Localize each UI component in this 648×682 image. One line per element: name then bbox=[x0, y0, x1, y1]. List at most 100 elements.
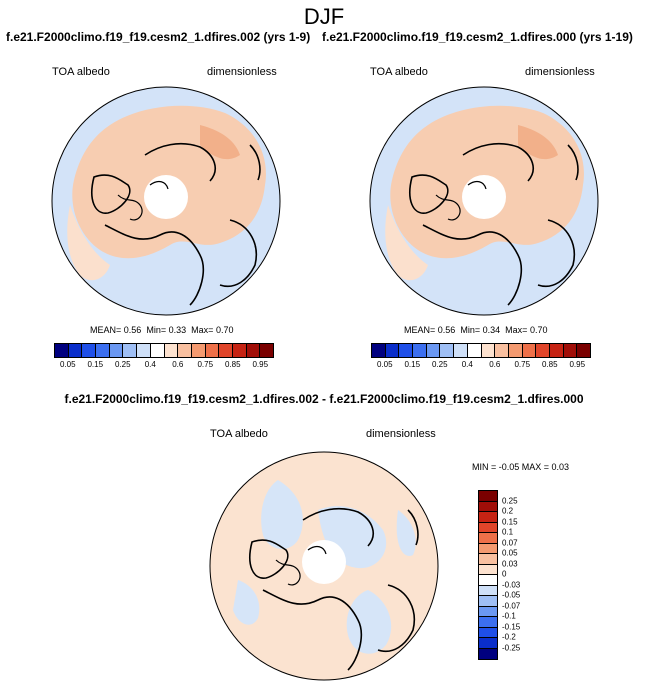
diff-colorbar-ticks: 0.25 0.2 0.15 0.1 0.07 0.05 0.03 0 -0.03 -0.05 -0.… bbox=[502, 490, 542, 660]
colorbar-swatch bbox=[123, 344, 138, 357]
diff-units-label: dimensionless bbox=[366, 428, 436, 440]
colorbar-tick-label: -0.1 bbox=[502, 611, 516, 621]
colorbar-tick-label: 0.05 bbox=[376, 360, 393, 369]
colorbar-swatch bbox=[479, 585, 497, 596]
colorbar-swatch bbox=[479, 554, 497, 565]
colorbar-tick-label: 0.6 bbox=[172, 360, 184, 369]
colorbar-tick-label: 0.95 bbox=[252, 360, 269, 369]
colorbar-tick-label: 0.85 bbox=[224, 360, 241, 369]
colorbar-tick-label: 0.4 bbox=[144, 360, 156, 369]
colorbar-swatch bbox=[479, 596, 497, 607]
left-stats: MEAN= 0.56 Min= 0.33 Max= 0.70 bbox=[90, 325, 234, 335]
colorbar-swatch bbox=[479, 491, 497, 502]
diff-stats: MIN = -0.05 MAX = 0.03 bbox=[472, 462, 570, 472]
colorbar-swatch bbox=[440, 344, 455, 357]
colorbar-tick-label: 0.75 bbox=[514, 360, 531, 369]
colorbar-tick-label: -0.03 bbox=[502, 580, 521, 589]
right-stats: MEAN= 0.56 Min= 0.34 Max= 0.70 bbox=[404, 325, 548, 335]
colorbar-swatch bbox=[495, 344, 509, 357]
colorbar-tick-label: -0.2 bbox=[502, 632, 516, 642]
colorbar-swatch bbox=[191, 344, 206, 357]
colorbar-tick-label: 0.6 bbox=[489, 360, 501, 369]
colorbar-swatch bbox=[479, 648, 497, 659]
right-colorbar bbox=[371, 343, 591, 358]
diff-variable-label: TOA albedo bbox=[210, 428, 268, 440]
colorbar-swatch bbox=[454, 344, 468, 357]
colorbar-swatch bbox=[508, 344, 523, 357]
colorbar-swatch bbox=[246, 344, 261, 357]
colorbar-tick-label: 0.4 bbox=[461, 360, 473, 369]
colorbar-swatch bbox=[385, 344, 400, 357]
colorbar-swatch bbox=[479, 533, 497, 544]
colorbar-swatch bbox=[479, 638, 497, 649]
left-units-label: dimensionless bbox=[207, 66, 277, 78]
colorbar-swatch bbox=[96, 344, 110, 357]
left-colorbar-ticks: 0.05 0.15 0.25 0.4 0.6 0.75 0.85 0.95 bbox=[54, 360, 272, 372]
colorbar-swatch bbox=[137, 344, 151, 357]
colorbar-tick-label: 0.25 bbox=[431, 360, 448, 369]
colorbar-tick-label: 0.85 bbox=[541, 360, 558, 369]
colorbar-swatch bbox=[479, 575, 497, 586]
colorbar-swatch bbox=[260, 344, 273, 357]
colorbar-swatch bbox=[481, 344, 496, 357]
colorbar-swatch bbox=[82, 344, 97, 357]
colorbar-swatch bbox=[413, 344, 427, 357]
left-colorbar bbox=[54, 343, 274, 358]
right-colorbar-ticks: 0.05 0.15 0.25 0.4 0.6 0.75 0.85 0.95 bbox=[371, 360, 589, 372]
colorbar-swatch bbox=[536, 344, 550, 357]
colorbar-tick-label: 0.15 bbox=[404, 360, 421, 369]
colorbar-swatch bbox=[68, 344, 83, 357]
colorbar-swatch bbox=[577, 344, 590, 357]
colorbar-tick-label: 0.05 bbox=[59, 360, 76, 369]
diff-polar-map bbox=[209, 451, 439, 681]
colorbar-swatch bbox=[55, 344, 69, 357]
colorbar-swatch bbox=[399, 344, 414, 357]
colorbar-swatch bbox=[479, 606, 497, 617]
colorbar-tick-label: 0 bbox=[502, 569, 507, 579]
colorbar-swatch bbox=[479, 512, 497, 523]
colorbar-swatch bbox=[479, 501, 497, 512]
colorbar-swatch bbox=[372, 344, 386, 357]
colorbar-tick-label: 0.2 bbox=[502, 506, 514, 516]
colorbar-swatch bbox=[479, 617, 497, 628]
colorbar-swatch bbox=[109, 344, 124, 357]
colorbar-swatch bbox=[232, 344, 247, 357]
right-case-title: f.e21.F2000climo.f19_f19.cesm2_1.dfires.… bbox=[322, 30, 633, 44]
colorbar-tick-label: 0.05 bbox=[502, 548, 518, 558]
colorbar-tick-label: 0.95 bbox=[569, 360, 586, 369]
colorbar-tick-label: 0.1 bbox=[502, 527, 514, 537]
colorbar-tick-label: 0.15 bbox=[87, 360, 104, 369]
colorbar-swatch bbox=[549, 344, 564, 357]
colorbar-tick-label: -0.07 bbox=[502, 601, 521, 610]
colorbar-swatch bbox=[479, 627, 497, 638]
colorbar-swatch bbox=[164, 344, 179, 357]
left-case-title: f.e21.F2000climo.f19_f19.cesm2_1.dfires.… bbox=[6, 30, 311, 44]
colorbar-swatch bbox=[479, 564, 497, 575]
left-variable-label: TOA albedo bbox=[52, 66, 110, 78]
colorbar-swatch bbox=[219, 344, 233, 357]
colorbar-swatch bbox=[563, 344, 578, 357]
colorbar-swatch bbox=[426, 344, 441, 357]
colorbar-tick-label: 0.75 bbox=[197, 360, 214, 369]
colorbar-swatch bbox=[467, 344, 482, 357]
season-title: DJF bbox=[303, 4, 345, 29]
colorbar-tick-label: 0.25 bbox=[502, 496, 518, 505]
right-units-label: dimensionless bbox=[525, 66, 595, 78]
colorbar-swatch bbox=[178, 344, 192, 357]
left-polar-map bbox=[51, 86, 281, 316]
colorbar-tick-label: -0.05 bbox=[502, 590, 521, 600]
right-polar-map bbox=[369, 86, 599, 316]
colorbar-swatch bbox=[205, 344, 220, 357]
colorbar-tick-label: 0.25 bbox=[114, 360, 131, 369]
diff-colorbar bbox=[478, 490, 498, 660]
colorbar-swatch bbox=[479, 522, 497, 533]
colorbar-swatch bbox=[522, 344, 537, 357]
right-variable-label: TOA albedo bbox=[370, 66, 428, 78]
colorbar-tick-label: -0.25 bbox=[502, 643, 521, 652]
colorbar-tick-label: 0.03 bbox=[502, 559, 518, 568]
colorbar-tick-label: -0.15 bbox=[502, 622, 521, 631]
colorbar-swatch bbox=[479, 543, 497, 554]
difference-title: f.e21.F2000climo.f19_f19.cesm2_1.dfires.… bbox=[64, 392, 584, 406]
colorbar-tick-label: 0.15 bbox=[502, 517, 518, 526]
colorbar-tick-label: 0.07 bbox=[502, 538, 518, 547]
